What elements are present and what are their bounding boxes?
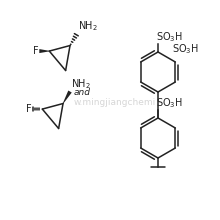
Text: and: and bbox=[73, 88, 90, 97]
Text: F: F bbox=[26, 104, 31, 114]
Text: SO$_3$H: SO$_3$H bbox=[156, 30, 183, 44]
Text: NH$_2$: NH$_2$ bbox=[71, 77, 90, 91]
Polygon shape bbox=[63, 90, 72, 104]
Polygon shape bbox=[39, 49, 49, 53]
Text: w.mingjiangchemi: w.mingjiangchemi bbox=[74, 97, 156, 106]
Text: SO$_3$H: SO$_3$H bbox=[156, 96, 183, 110]
Text: F: F bbox=[33, 46, 38, 56]
Text: NH$_2$: NH$_2$ bbox=[77, 19, 97, 33]
Text: SO$_3$H: SO$_3$H bbox=[172, 42, 199, 56]
